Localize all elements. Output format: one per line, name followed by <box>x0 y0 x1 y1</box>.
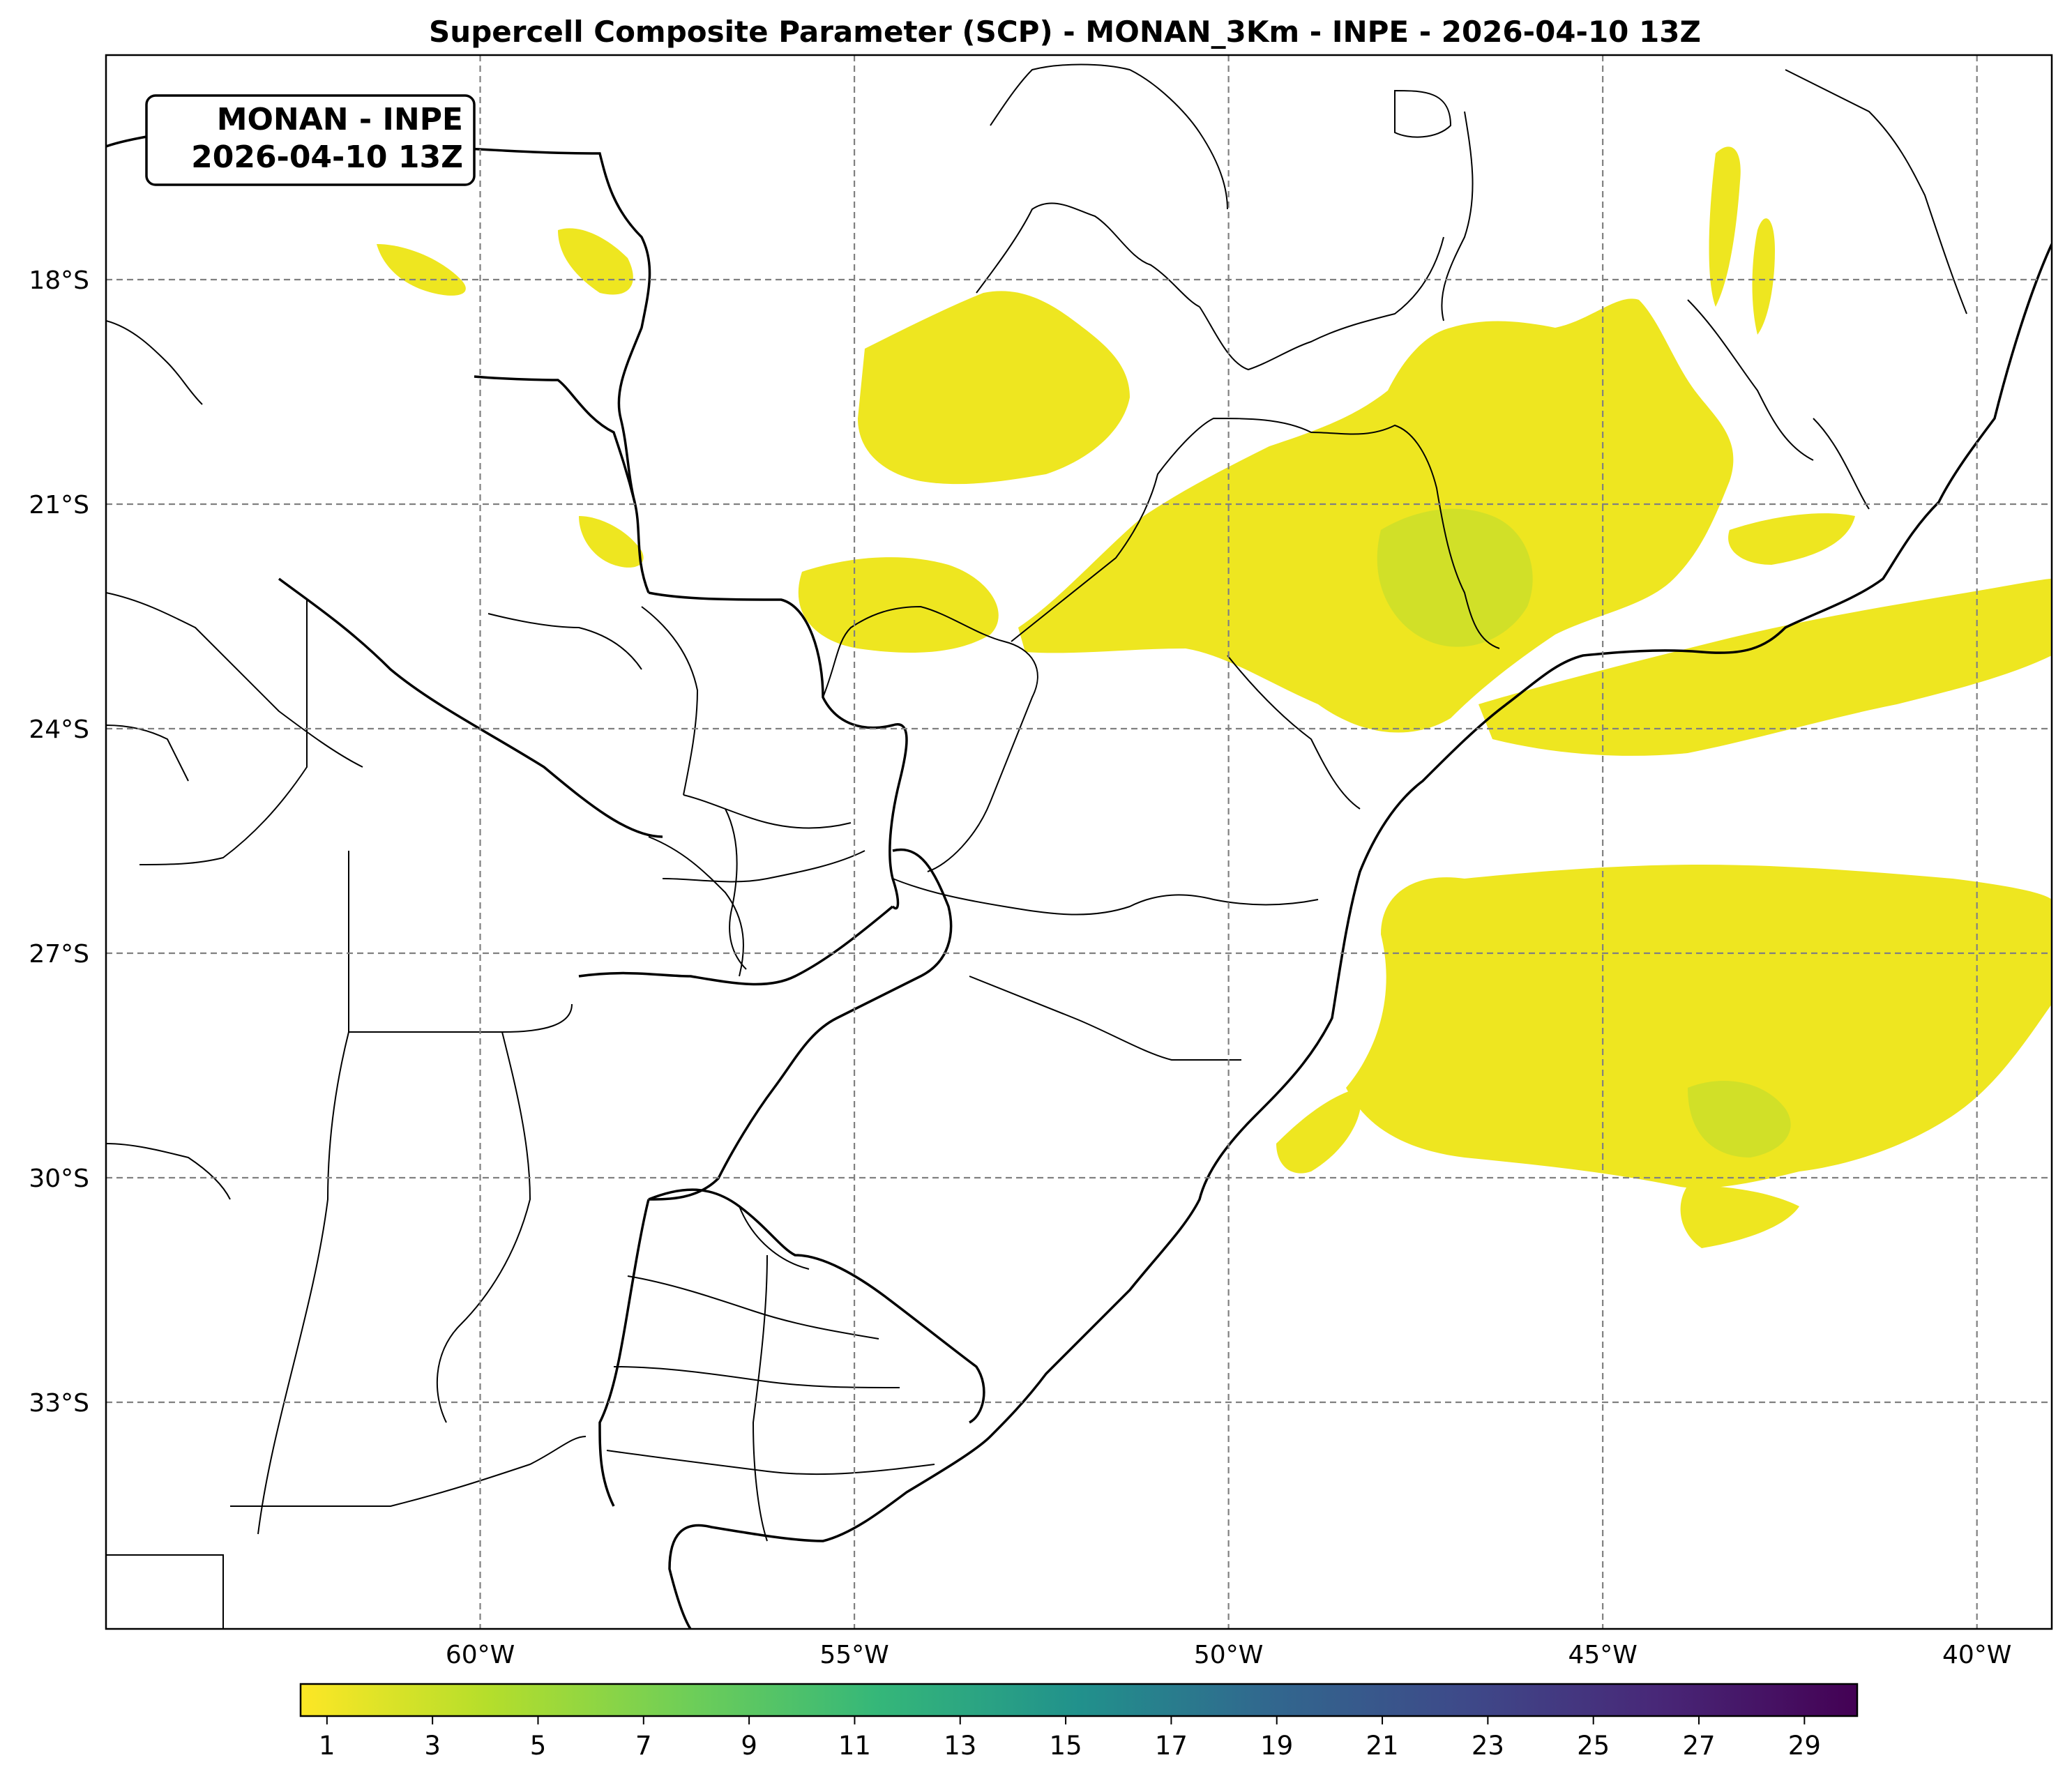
scp-field-offshore-se <box>1479 579 2052 756</box>
province-border-7 <box>106 1554 225 1629</box>
colorbar-tick-label: 9 <box>741 1731 757 1761</box>
colorbar-tick-label: 29 <box>1788 1731 1821 1761</box>
colorbar-tick-label: 21 <box>1366 1731 1399 1761</box>
province-border-3 <box>347 850 573 1033</box>
scp-field-core <box>1377 508 1533 647</box>
scp-field-sc-coast <box>1276 1088 1361 1174</box>
longitude-labels: 60°W 55°W 50°W 45°W 40°W <box>446 1641 2012 1669</box>
colorbar-tick-label: 23 <box>1472 1731 1504 1761</box>
province-border-6 <box>230 1436 587 1507</box>
plot-area <box>105 54 2053 1630</box>
province-border-9 <box>648 836 744 977</box>
state-border-12 <box>1813 418 1870 510</box>
scp-field-south-tail <box>1680 1185 1799 1248</box>
uruguay-dept-1 <box>627 1275 879 1340</box>
border-brazil-paraguay <box>648 591 908 910</box>
province-border-5 <box>436 1031 531 1423</box>
paraguay-dept-3 <box>662 850 865 883</box>
gridlines <box>106 55 2052 1629</box>
state-border-11 <box>1785 69 1967 314</box>
scp-field-southeast <box>1018 298 1734 733</box>
scp-field-rio-coast <box>1728 513 1855 565</box>
lat-tick-label: 24°S <box>29 715 89 744</box>
border-argentina-uruguay <box>598 1199 650 1507</box>
colorbar-ticks: 1 3 5 7 9 11 13 15 17 19 21 23 25 27 29 <box>319 1716 1821 1761</box>
colorbar-tick-label: 25 <box>1577 1731 1610 1761</box>
colorbar-tick-label: 7 <box>635 1731 652 1761</box>
province-border-2 <box>139 600 308 865</box>
lat-tick-label: 18°S <box>29 266 89 295</box>
coastline <box>668 243 2052 1629</box>
state-border-9 <box>1394 89 1452 138</box>
lon-tick-label: 40°W <box>1942 1641 2011 1669</box>
scp-field-north <box>858 291 1130 485</box>
border-west-3 <box>106 1143 231 1200</box>
scp-field-bolivia <box>558 228 633 295</box>
paraguay-dept-2 <box>683 794 852 829</box>
scp-field-ms <box>798 557 999 653</box>
border-west-1 <box>106 320 203 405</box>
colorbar: 1 3 5 7 9 11 13 15 17 19 21 23 25 27 29 <box>299 1683 1859 1761</box>
province-border-4 <box>257 1031 349 1535</box>
lat-tick-label: 30°S <box>29 1164 89 1193</box>
state-border-6 <box>822 605 1038 872</box>
colorbar-tick-label: 27 <box>1682 1731 1715 1761</box>
badge-box <box>145 94 476 186</box>
scp-field-bolivia-2 <box>377 244 466 296</box>
lat-tick-label: 33°S <box>29 1389 89 1418</box>
border-argentina-paraguay-south <box>578 905 894 986</box>
lon-tick-label: 60°W <box>446 1641 515 1669</box>
latitude-labels: 18°S 21°S 24°S 27°S 30°S 33°S <box>29 266 89 1418</box>
colorbar-tick-label: 3 <box>424 1731 441 1761</box>
paraguay-dept-5 <box>487 613 642 670</box>
colorbar-tick-label: 19 <box>1260 1731 1293 1761</box>
province-border-1 <box>106 592 363 768</box>
model-badge: MONAN - INPE 2026-04-10 13Z <box>145 94 476 186</box>
colorbar-tick-label: 1 <box>319 1731 335 1761</box>
border-brazil-uruguay <box>648 1188 985 1424</box>
state-border-1 <box>976 202 1200 308</box>
paraguay-dept-1 <box>641 606 699 796</box>
scp-field-offshore-core <box>1688 1081 1791 1158</box>
lat-tick-label: 27°S <box>29 940 89 969</box>
plot-frame <box>105 54 2053 1630</box>
lat-tick-label: 21°S <box>29 491 89 519</box>
colorbar-tick-label: 11 <box>838 1731 871 1761</box>
state-border-8 <box>990 63 1228 210</box>
uruguay-dept-2 <box>613 1366 900 1388</box>
state-border-7 <box>1227 655 1361 810</box>
state-border-3 <box>1011 417 1500 649</box>
scp-field <box>377 146 2052 1248</box>
state-border-4 <box>892 878 1319 916</box>
province-border-8 <box>739 1206 810 1270</box>
uruguay-dept-3 <box>606 1450 935 1475</box>
lon-tick-label: 45°W <box>1568 1641 1637 1669</box>
badge-line2: 2026-04-10 13Z <box>191 139 463 175</box>
scp-field-paraguay <box>579 516 644 568</box>
colorbar-tick-label: 5 <box>530 1731 547 1761</box>
colorbar-gradient <box>299 1683 1859 1717</box>
border-bolivia-paraguay <box>474 375 636 503</box>
map-background <box>106 55 2052 1629</box>
scp-field-ne-streak <box>1752 218 1775 335</box>
uruguay-dept-4 <box>752 1254 768 1542</box>
badge-line1: MONAN - INPE <box>217 102 463 137</box>
lon-tick-label: 55°W <box>819 1641 888 1669</box>
map-title: Supercell Composite Parameter (SCP) - MO… <box>429 15 1701 49</box>
scp-field-bahia <box>1709 146 1741 307</box>
colorbar-tick-label: 13 <box>944 1731 976 1761</box>
colorbar-tick-label: 15 <box>1050 1731 1082 1761</box>
border-west-2 <box>106 724 189 782</box>
state-border-2 <box>1199 236 1444 371</box>
state-border-5 <box>969 976 1241 1061</box>
scp-field-offshore-south <box>1346 865 2052 1188</box>
state-border-13 <box>1687 299 1814 461</box>
state-border-10 <box>1441 111 1474 321</box>
border-paraguay-argentina <box>278 577 663 838</box>
lon-tick-label: 50°W <box>1194 1641 1263 1669</box>
colorbar-tick-label: 17 <box>1155 1731 1188 1761</box>
